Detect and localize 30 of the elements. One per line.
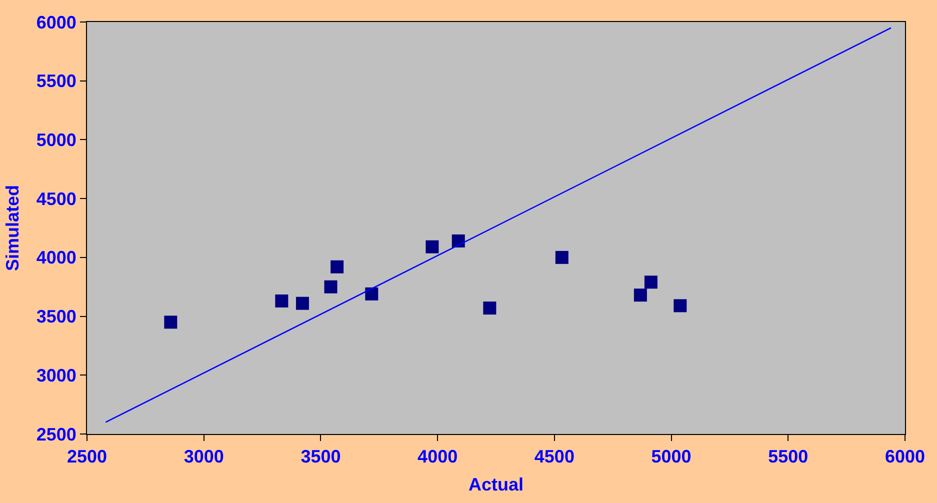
y-tick-label: 4500 — [36, 188, 76, 209]
y-tick-label: 2500 — [36, 424, 76, 444]
x-tick-label: 5000 — [651, 446, 692, 467]
point — [634, 288, 647, 302]
x-tick-label: 4500 — [534, 446, 574, 467]
point — [330, 260, 344, 274]
point — [324, 280, 338, 294]
point — [426, 240, 439, 254]
point — [555, 250, 568, 264]
y-tick-label: 4000 — [36, 248, 76, 268]
y-axis-title: Simulated — [2, 184, 23, 272]
point — [275, 294, 288, 308]
y-tick-label: 5500 — [36, 71, 76, 92]
y-tick-label: 3000 — [36, 365, 76, 386]
y-tick-label: 5000 — [36, 130, 76, 150]
x-tick-label: 4000 — [418, 446, 458, 467]
x-tick-label: 6000 — [884, 446, 926, 467]
x-axis-title: Actual — [468, 474, 524, 495]
x-tick-label: 3000 — [184, 446, 224, 467]
x-tick-label: 2500 — [66, 446, 108, 467]
point — [296, 296, 309, 310]
point — [483, 302, 496, 315]
point — [674, 299, 687, 312]
y-tick-label: 3500 — [36, 306, 76, 327]
x-tick-label: 3500 — [300, 446, 341, 467]
point — [164, 316, 178, 329]
point — [644, 276, 658, 289]
y-tick-label: 6000 — [36, 12, 76, 32]
point — [365, 287, 378, 300]
x-tick-label: 5500 — [768, 446, 808, 467]
